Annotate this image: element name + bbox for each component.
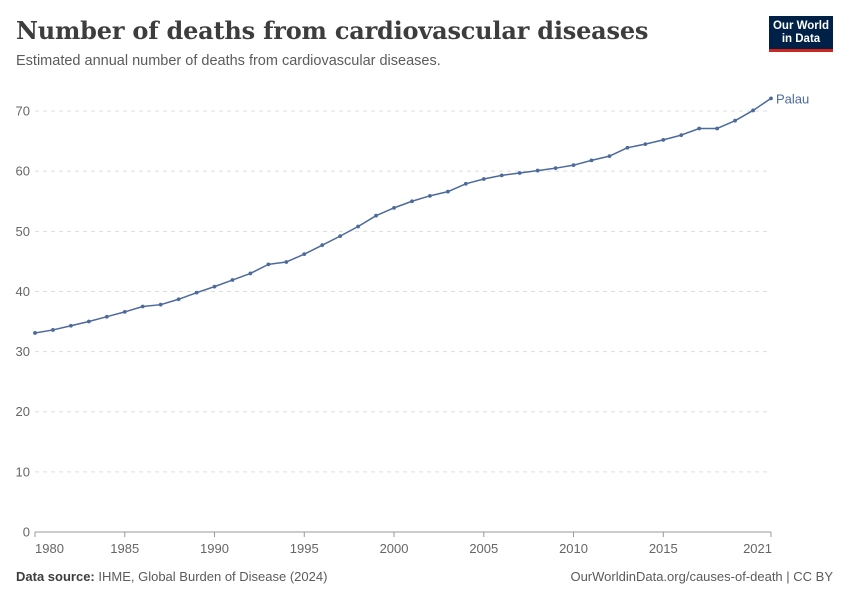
data-point-1987: [158, 302, 163, 307]
chart-title: Number of deaths from cardiovascular dis…: [16, 16, 649, 45]
y-axis-tick-labels: 0 10 20 30 40 50 60 70: [16, 104, 30, 540]
data-point-1989: [194, 290, 199, 295]
x-tick-label-2005: 2005: [469, 541, 498, 556]
data-point-1982: [69, 323, 73, 328]
y-tick-label-70: 70: [16, 104, 30, 119]
data-point-2003: [445, 189, 450, 194]
data-point-1992: [248, 271, 253, 276]
data-point-1988: [176, 297, 181, 302]
data-point-2002: [428, 193, 432, 198]
data-point-2017: [697, 126, 702, 131]
data-point-2020: [751, 108, 755, 113]
credit-link[interactable]: OurWorldinData.org/causes-of-death | CC …: [570, 569, 833, 584]
owid-logo[interactable]: Our World in Data: [769, 16, 833, 52]
x-tick-label-2015: 2015: [649, 541, 678, 556]
series-line-palau: [34, 97, 772, 334]
data-point-2009: [553, 166, 558, 171]
line-chart: 0 10 20 30 40 50 60 70 1980 1985 1990 1995 2000 2005…: [16, 91, 810, 556]
data-point-2016: [679, 133, 684, 138]
data-source: Data source: IHME, Global Burden of Dise…: [16, 569, 327, 584]
x-tick-label-1980: 1980: [35, 541, 64, 556]
data-point-2011: [589, 158, 594, 163]
data-point-1995: [302, 252, 307, 257]
data-point-1984: [104, 314, 109, 319]
data-point-2015: [661, 138, 666, 142]
logo-line-1: Our World: [772, 20, 829, 32]
x-tick-label-1985: 1985: [110, 541, 139, 556]
y-tick-label-20: 20: [16, 404, 30, 419]
data-point-1985: [122, 310, 127, 314]
data-point-1999: [374, 213, 378, 218]
data-point-1991: [230, 278, 235, 282]
data-point-1981: [51, 328, 55, 332]
data-point-2001: [410, 199, 414, 204]
y-tick-label-50: 50: [16, 224, 30, 239]
series-layer: Palau: [33, 91, 809, 335]
data-point-2006: [499, 173, 504, 178]
data-point-2007: [517, 171, 522, 175]
chart-subtitle: Estimated annual number of deaths from c…: [16, 53, 441, 69]
data-point-2014: [643, 142, 648, 147]
y-tick-label-10: 10: [16, 464, 30, 479]
data-point-1997: [338, 234, 343, 239]
x-tick-label-2010: 2010: [559, 541, 588, 556]
data-point-2021: [769, 96, 773, 101]
y-tick-label-30: 30: [16, 344, 30, 359]
data-point-1983: [86, 319, 91, 324]
logo-line-2: in Data: [781, 33, 821, 45]
data-point-2010: [571, 163, 576, 168]
data-point-1994: [284, 260, 289, 264]
series-label-palau: Palau: [776, 91, 809, 106]
data-point-1990: [212, 284, 217, 289]
y-tick-label-60: 60: [16, 164, 30, 179]
data-point-2000: [392, 205, 396, 210]
data-point-2005: [481, 177, 486, 181]
y-tick-label-40: 40: [16, 284, 30, 299]
x-tick-label-2000: 2000: [380, 541, 409, 556]
data-point-2013: [625, 145, 630, 150]
data-point-2018: [715, 126, 720, 131]
data-point-1993: [266, 262, 271, 267]
data-point-2012: [607, 154, 612, 159]
data-source-text: IHME, Global Burden of Disease (2024): [98, 569, 328, 584]
data-point-2019: [733, 118, 737, 123]
data-point-2004: [463, 181, 468, 186]
y-tick-label-0: 0: [23, 525, 30, 540]
data-point-1998: [356, 224, 361, 229]
grid-lines: [35, 110, 771, 473]
data-source-label: Data source:: [16, 569, 95, 584]
x-tick-label-1995: 1995: [290, 541, 319, 556]
data-point-2008: [535, 168, 540, 173]
data-point-1986: [140, 304, 145, 309]
data-point-1996: [320, 243, 325, 248]
data-point-1980: [33, 331, 37, 335]
x-tick-label-2021: 2021: [743, 541, 772, 556]
x-tick-label-1990: 1990: [200, 541, 229, 556]
x-axis-tick-labels: 1980 1985 1990 1995 2000 2005 2010 2015 2021: [34, 532, 772, 556]
